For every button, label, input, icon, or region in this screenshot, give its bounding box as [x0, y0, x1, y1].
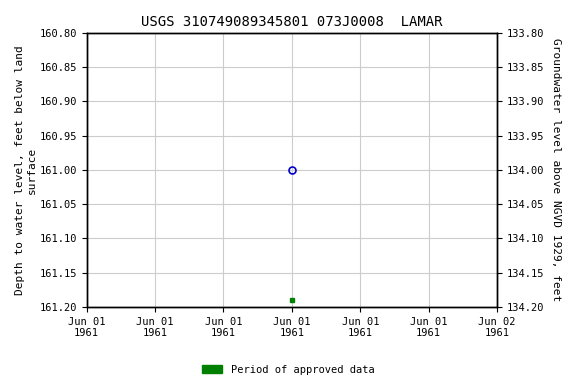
Title: USGS 310749089345801 073J0008  LAMAR: USGS 310749089345801 073J0008 LAMAR: [141, 15, 442, 29]
Y-axis label: Depth to water level, feet below land
surface: Depth to water level, feet below land su…: [15, 45, 37, 295]
Legend: Period of approved data: Period of approved data: [198, 361, 378, 379]
Y-axis label: Groundwater level above NGVD 1929, feet: Groundwater level above NGVD 1929, feet: [551, 38, 561, 301]
